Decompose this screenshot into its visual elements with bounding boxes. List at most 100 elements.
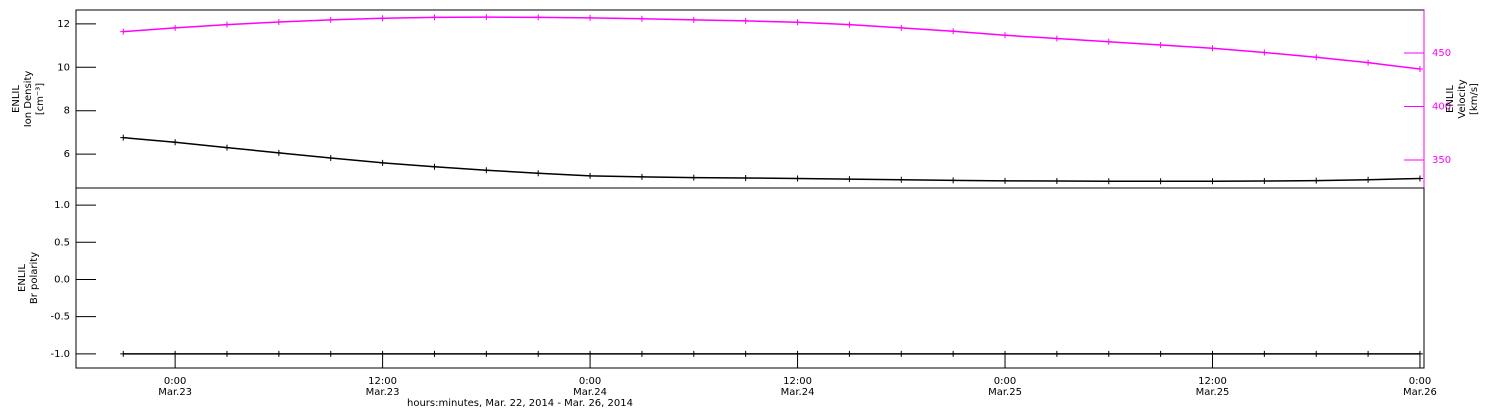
- series-marker: [327, 155, 334, 162]
- x-tick-label: 0:00: [579, 376, 601, 387]
- series-marker: [898, 24, 905, 31]
- series-marker: [1002, 32, 1009, 39]
- series-marker: [690, 350, 697, 357]
- x-axis-title: hours:minutes, Mar. 22, 2014 - Mar. 26, …: [407, 398, 633, 409]
- series-marker: [950, 28, 957, 35]
- y2-axis-title-line: [km/s]: [1469, 83, 1480, 115]
- series-marker: [1365, 59, 1372, 66]
- series-line: [123, 16, 1421, 70]
- series-marker: [794, 175, 801, 182]
- x-tick-label: 0:00: [1409, 376, 1431, 387]
- series-marker: [1261, 178, 1268, 185]
- y2-tick-label: 400: [1432, 101, 1451, 112]
- series-marker: [1002, 177, 1009, 184]
- series-marker: [379, 159, 386, 166]
- series-line: [123, 136, 1420, 183]
- x-tick-label: Mar.23: [366, 387, 400, 398]
- series-marker: [846, 350, 853, 357]
- series-marker: [742, 175, 749, 182]
- series-marker: [1105, 38, 1112, 45]
- series-marker: [535, 350, 542, 357]
- series-marker: [587, 350, 594, 357]
- series-marker: [223, 21, 230, 28]
- series-marker: [898, 176, 905, 183]
- y-axis-title-line: ENLIL: [17, 264, 28, 292]
- series-marker: [483, 350, 490, 357]
- y-tick-label: 0.5: [54, 237, 70, 248]
- series-marker: [1209, 178, 1216, 185]
- series-marker: [172, 350, 179, 357]
- x-tick-label: 0:00: [994, 376, 1016, 387]
- series-marker: [120, 350, 127, 357]
- y-axis-title-line: Ion Density: [23, 71, 34, 128]
- series-marker: [1105, 350, 1112, 357]
- series-marker: [1053, 350, 1060, 357]
- series-marker: [898, 350, 905, 357]
- series-marker: [327, 350, 334, 357]
- series-marker: [223, 350, 230, 357]
- y-axis-title-line: ENLIL: [11, 85, 22, 113]
- series-marker: [638, 173, 645, 180]
- series-marker: [1053, 178, 1060, 185]
- y-tick-label: 10: [57, 62, 70, 73]
- x-tick-label: Mar.24: [573, 387, 607, 398]
- series-marker: [379, 15, 386, 22]
- series-marker: [483, 14, 490, 21]
- y-tick-label: 6: [64, 149, 70, 160]
- y2-axis-title-line: Velocity: [1457, 79, 1468, 118]
- series-marker: [1365, 350, 1372, 357]
- series-marker: [1157, 178, 1164, 185]
- series-marker: [742, 350, 749, 357]
- series-marker: [587, 172, 594, 179]
- y-tick-label: -0.5: [50, 312, 70, 323]
- series-marker: [172, 139, 179, 146]
- y-tick-label: 1.0: [54, 200, 70, 211]
- y-axis-title: ENLILBr polarity: [17, 252, 40, 304]
- series-marker: [587, 14, 594, 21]
- y2-axis-title: ENLILVelocity[km/s]: [1445, 79, 1480, 118]
- y2-axis-title-line: ENLIL: [1445, 85, 1456, 113]
- plot-frame: [75, 187, 1425, 369]
- series-marker: [794, 350, 801, 357]
- series-marker: [379, 350, 386, 357]
- series-marker: [950, 177, 957, 184]
- series-marker: [1313, 54, 1320, 61]
- series-marker: [1209, 45, 1216, 52]
- series-marker: [1261, 49, 1268, 56]
- series-marker: [275, 18, 282, 25]
- series-marker: [275, 149, 282, 156]
- series-marker: [690, 16, 697, 23]
- series-marker: [1313, 177, 1320, 184]
- series-marker: [846, 21, 853, 28]
- series-marker: [431, 163, 438, 170]
- y-axis-title: ENLILIon Density[cm⁻³]: [11, 71, 46, 128]
- y-tick-label: 8: [64, 106, 70, 117]
- x-tick-label: 12:00: [1198, 376, 1227, 387]
- x-tick-label: Mar.24: [781, 387, 815, 398]
- series-marker: [535, 170, 542, 177]
- series-marker: [1365, 176, 1372, 183]
- series-marker: [120, 134, 127, 141]
- plot-frame: [75, 9, 1425, 189]
- x-tick-label: 12:00: [783, 376, 812, 387]
- y2-tick-label: 450: [1432, 48, 1451, 59]
- series-marker: [1313, 350, 1320, 357]
- series-marker: [1209, 350, 1216, 357]
- y-tick-label: 0.0: [54, 274, 70, 285]
- x-tick-label: Mar.25: [1196, 387, 1230, 398]
- y-tick-label: -1.0: [50, 349, 70, 360]
- series-marker: [794, 19, 801, 26]
- series-marker: [1261, 350, 1268, 357]
- y-tick-label: 12: [57, 19, 70, 30]
- series-marker: [535, 14, 542, 21]
- series-marker: [327, 16, 334, 23]
- series-marker: [846, 176, 853, 183]
- series-marker: [172, 24, 179, 31]
- series-marker: [431, 14, 438, 21]
- series-marker: [1157, 41, 1164, 48]
- x-tick-label: Mar.23: [158, 387, 192, 398]
- series-marker: [275, 350, 282, 357]
- y2-tick-label: 350: [1432, 155, 1451, 166]
- y-axis-title-line: [cm⁻³]: [35, 83, 46, 115]
